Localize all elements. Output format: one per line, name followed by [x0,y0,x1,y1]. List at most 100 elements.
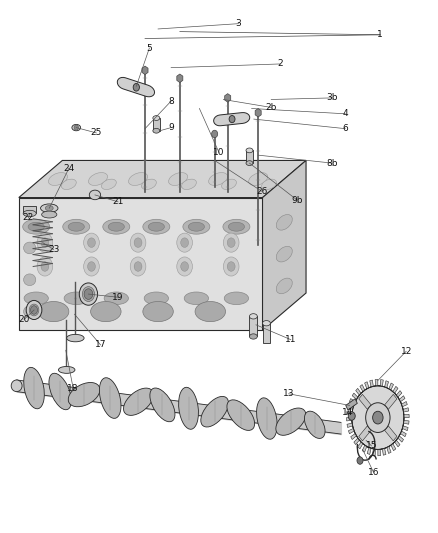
Ellipse shape [79,283,98,305]
Text: 6: 6 [343,124,348,133]
Ellipse shape [46,206,53,211]
Ellipse shape [246,148,253,153]
Text: 16: 16 [368,468,379,477]
Polygon shape [358,442,365,449]
Circle shape [223,257,239,276]
Polygon shape [359,426,371,441]
Circle shape [227,262,235,271]
Circle shape [37,233,53,252]
Ellipse shape [143,219,170,234]
Ellipse shape [304,411,325,439]
Ellipse shape [82,287,95,302]
Ellipse shape [102,179,117,190]
Circle shape [39,260,50,273]
Circle shape [226,260,237,273]
Circle shape [227,238,235,247]
Ellipse shape [104,292,128,305]
Circle shape [84,233,99,252]
Circle shape [84,289,93,300]
Circle shape [228,263,234,270]
Ellipse shape [224,292,248,305]
Polygon shape [346,411,352,418]
Text: 5: 5 [146,44,152,53]
Polygon shape [177,74,183,83]
Ellipse shape [67,334,84,342]
Circle shape [181,238,188,247]
Ellipse shape [24,274,36,286]
Circle shape [132,260,144,273]
Polygon shape [364,382,369,390]
Ellipse shape [24,367,44,409]
Polygon shape [348,429,355,434]
Text: 1: 1 [377,30,383,39]
Polygon shape [385,394,397,409]
Ellipse shape [124,388,153,415]
Polygon shape [372,449,378,456]
Text: 15: 15 [366,441,377,450]
Ellipse shape [103,219,130,234]
Ellipse shape [91,302,121,321]
Polygon shape [142,66,148,75]
Ellipse shape [276,246,292,262]
Polygon shape [403,407,409,412]
Bar [250,317,257,336]
Ellipse shape [208,173,228,185]
Ellipse shape [128,173,148,185]
Polygon shape [378,379,383,386]
Polygon shape [262,160,306,330]
Ellipse shape [276,278,292,294]
Text: 23: 23 [48,245,59,254]
Text: 9: 9 [168,123,174,132]
Ellipse shape [261,179,276,190]
Ellipse shape [262,320,270,326]
Ellipse shape [108,222,124,231]
Circle shape [31,306,38,314]
Polygon shape [398,395,405,402]
Ellipse shape [181,179,196,190]
Ellipse shape [72,124,81,131]
Ellipse shape [246,161,253,165]
Polygon shape [359,394,371,409]
Text: 14: 14 [342,408,353,417]
Bar [346,399,357,410]
Circle shape [74,125,78,130]
Polygon shape [387,445,391,454]
Ellipse shape [63,219,90,234]
Circle shape [130,233,146,252]
Circle shape [229,116,235,123]
Circle shape [41,262,49,271]
Ellipse shape [58,367,75,373]
Ellipse shape [24,292,48,305]
Polygon shape [400,429,406,437]
Ellipse shape [49,173,67,185]
Text: 10: 10 [213,148,225,157]
Polygon shape [356,389,361,397]
Polygon shape [214,112,250,126]
Text: 17: 17 [95,341,106,350]
Polygon shape [403,412,409,418]
Polygon shape [255,109,261,117]
Circle shape [181,262,188,271]
Text: 2b: 2b [265,103,277,112]
Circle shape [177,257,192,276]
Ellipse shape [179,387,198,429]
Text: 25: 25 [91,128,102,138]
Circle shape [179,260,190,273]
Text: 13: 13 [283,389,294,398]
Ellipse shape [183,219,210,234]
Ellipse shape [257,398,277,439]
Ellipse shape [228,222,244,231]
Ellipse shape [250,314,257,319]
Polygon shape [225,94,231,102]
Ellipse shape [24,242,36,254]
Ellipse shape [49,373,71,410]
Text: 18: 18 [67,384,79,393]
Ellipse shape [28,222,44,231]
Text: 20: 20 [18,315,30,324]
Polygon shape [395,391,402,397]
Ellipse shape [227,400,254,431]
Text: 19: 19 [112,293,124,302]
Ellipse shape [153,128,160,133]
Ellipse shape [222,179,237,190]
Ellipse shape [42,211,57,218]
